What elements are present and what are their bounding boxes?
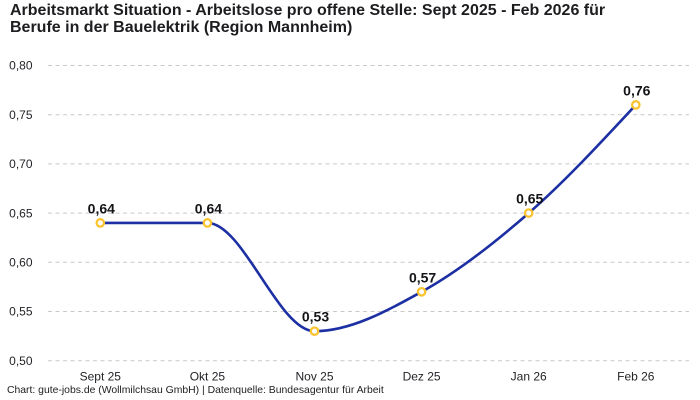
svg-text:0,60: 0,60 (9, 256, 33, 270)
svg-text:0,53: 0,53 (302, 309, 329, 325)
svg-text:0,50: 0,50 (9, 354, 33, 368)
svg-text:0,65: 0,65 (516, 191, 543, 207)
svg-text:Dez 25: Dez 25 (403, 370, 441, 384)
svg-text:0,80: 0,80 (9, 59, 33, 73)
svg-text:0,65: 0,65 (9, 206, 33, 220)
svg-text:0,76: 0,76 (623, 82, 650, 98)
svg-text:0,70: 0,70 (9, 157, 33, 171)
svg-text:0,64: 0,64 (195, 200, 222, 216)
svg-text:Nov 25: Nov 25 (295, 370, 333, 384)
svg-text:0,55: 0,55 (9, 305, 33, 319)
svg-text:Jan 26: Jan 26 (511, 370, 547, 384)
svg-text:0,75: 0,75 (9, 108, 33, 122)
svg-text:0,64: 0,64 (88, 200, 115, 216)
svg-text:0,57: 0,57 (409, 269, 436, 285)
svg-text:Sept 25: Sept 25 (80, 370, 122, 384)
svg-text:Feb 26: Feb 26 (617, 370, 655, 384)
svg-text:Okt 25: Okt 25 (190, 370, 226, 384)
